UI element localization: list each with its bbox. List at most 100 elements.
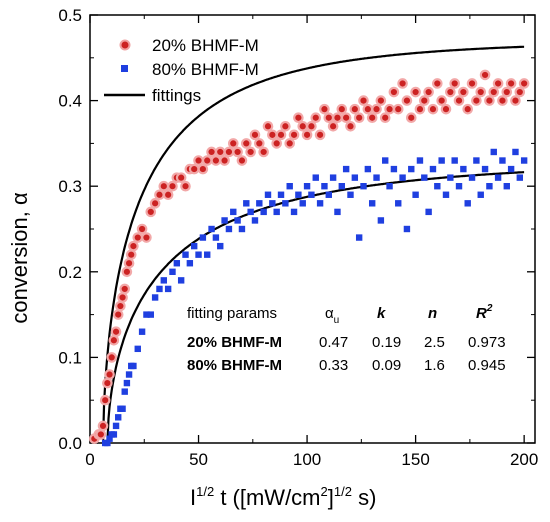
plot-frame (89, 14, 536, 444)
point-20-bhmf-m (353, 112, 365, 124)
tick-labels: 0 50 100 150 200 0.0 0.1 0.2 0.3 0.4 0.5 (58, 6, 538, 469)
point-20-bhmf-m (445, 86, 456, 98)
point-20-bhmf-m (366, 112, 378, 124)
point-20-bhmf-m (193, 155, 204, 166)
fit-curves (101, 45, 525, 444)
point-80-bhmf-m (208, 225, 215, 233)
y-tick-label: 0.1 (58, 348, 82, 367)
point-80-bhmf-m (177, 277, 185, 284)
point-20-bhmf-m (392, 103, 404, 115)
point-80-bhmf-m (290, 208, 298, 216)
point-80-bhmf-m (438, 157, 445, 164)
x-tick-label: 100 (293, 450, 321, 469)
point-20-bhmf-m (453, 95, 465, 106)
point-20-bhmf-m (293, 112, 304, 124)
point-80-bhmf-m (138, 328, 146, 335)
point-20-bhmf-m (314, 129, 326, 141)
point-20-bhmf-m (371, 103, 382, 115)
point-80-bhmf-m (494, 174, 502, 181)
point-80-bhmf-m (490, 148, 497, 156)
point-20-bhmf-m (95, 429, 107, 440)
point-80-bhmf-m (312, 174, 319, 181)
point-80-bhmf-m (368, 200, 376, 207)
point-20-bhmf-m (375, 95, 387, 106)
point-20-bhmf-m (449, 78, 460, 89)
table-row-20-name: 20% BHMF-M (187, 334, 282, 351)
point-80-bhmf-m (121, 388, 128, 395)
point-80-bhmf-m (390, 165, 398, 173)
table-row-80-k: 0.09 (372, 357, 401, 374)
point-80-bhmf-m (460, 165, 467, 173)
point-20-bhmf-m (275, 129, 287, 141)
point-80-bhmf-m (347, 191, 354, 198)
point-20-bhmf-m (492, 78, 504, 89)
point-20-bhmf-m (240, 138, 252, 149)
point-20-bhmf-m (471, 95, 482, 106)
point-80-bhmf-m (386, 183, 393, 190)
x-tick-label: 150 (401, 450, 429, 469)
point-20-bhmf-m (410, 86, 421, 98)
point-20-bhmf-m (510, 95, 521, 106)
point-80-bhmf-m (164, 285, 172, 293)
point-20-bhmf-m (284, 138, 296, 149)
point-80-bhmf-m (473, 157, 480, 164)
point-20-bhmf-m (436, 95, 447, 106)
point-80-bhmf-m (273, 208, 280, 216)
point-80-bhmf-m (399, 174, 406, 181)
point-20-bhmf-m (227, 138, 239, 149)
point-80-bhmf-m (464, 200, 471, 207)
legend-label-20: 20% BHMF-M (152, 36, 259, 55)
point-80-bhmf-m (403, 225, 411, 233)
x-tick-label: 200 (510, 450, 538, 469)
table-row-80-name: 80% BHMF-M (187, 357, 282, 374)
table-header-k: k (377, 305, 386, 322)
point-20-bhmf-m (310, 112, 322, 124)
point-20-bhmf-m (99, 394, 111, 406)
point-80-bhmf-m (106, 435, 113, 442)
point-80-bhmf-m (125, 371, 133, 378)
point-20-bhmf-m (201, 155, 213, 166)
point-20-bhmf-m (236, 155, 248, 166)
point-20-bhmf-m (458, 86, 469, 98)
point-20-bhmf-m (158, 180, 170, 192)
point-80-bhmf-m (251, 217, 259, 224)
point-80-bhmf-m (507, 165, 515, 173)
point-20-bhmf-m (319, 103, 330, 115)
point-20-bhmf-m (117, 292, 128, 303)
point-80-bhmf-m (516, 174, 524, 181)
legend-marker-80 (121, 65, 128, 72)
point-80-bhmf-m (429, 165, 437, 173)
point-80-bhmf-m (282, 200, 289, 207)
point-80-bhmf-m (477, 191, 484, 198)
point-80-bhmf-m (308, 191, 315, 198)
point-20-bhmf-m (125, 249, 137, 260)
point-80-bhmf-m (234, 217, 241, 224)
point-80-bhmf-m (119, 405, 126, 412)
point-80-bhmf-m (260, 208, 267, 216)
point-20-bhmf-m (262, 120, 274, 132)
point-20-bhmf-m (245, 146, 256, 158)
point-20-bhmf-m (119, 283, 131, 295)
point-20-bhmf-m (301, 129, 313, 141)
table-header-alpha: αu (325, 305, 339, 326)
point-20-bhmf-m (271, 138, 282, 149)
point-20-bhmf-m (466, 78, 478, 89)
point-20-bhmf-m (223, 146, 235, 158)
table-row-80-r2: 0.945 (468, 357, 506, 374)
point-20-bhmf-m (397, 78, 408, 89)
table-row-80-n: 1.6 (424, 357, 445, 374)
point-80-bhmf-m (412, 191, 419, 198)
data-points (89, 69, 530, 447)
point-20-bhmf-m (401, 95, 413, 106)
legend-marker-20 (119, 39, 131, 51)
point-20-bhmf-m (288, 129, 300, 141)
point-20-bhmf-m (123, 257, 135, 269)
point-80-bhmf-m (295, 191, 302, 198)
point-80-bhmf-m (499, 157, 506, 164)
point-80-bhmf-m (130, 362, 137, 370)
point-20-bhmf-m (106, 352, 118, 363)
table-row-20-r2: 0.973 (468, 334, 506, 351)
point-20-bhmf-m (423, 86, 434, 98)
point-20-bhmf-m (115, 300, 126, 312)
